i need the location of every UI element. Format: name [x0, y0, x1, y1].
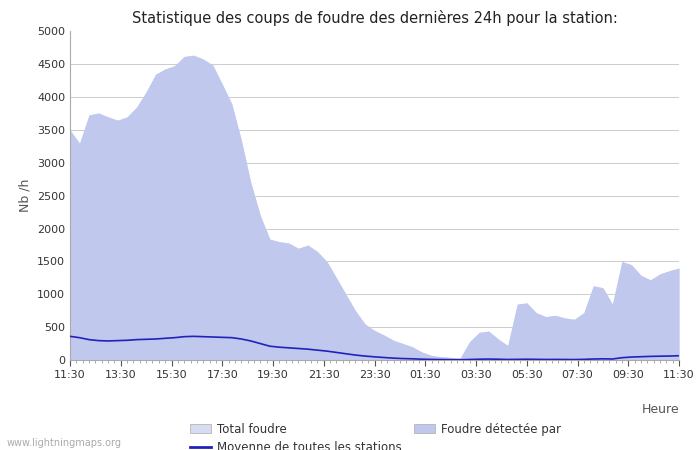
Text: Heure: Heure: [641, 403, 679, 416]
Y-axis label: Nb /h: Nb /h: [18, 179, 32, 212]
Text: www.lightningmaps.org: www.lightningmaps.org: [7, 438, 122, 448]
Legend: Total foudre, Moyenne de toutes les stations, Foudre détectée par: Total foudre, Moyenne de toutes les stat…: [186, 418, 566, 450]
Title: Statistique des coups de foudre des dernières 24h pour la station:: Statistique des coups de foudre des dern…: [132, 10, 617, 26]
